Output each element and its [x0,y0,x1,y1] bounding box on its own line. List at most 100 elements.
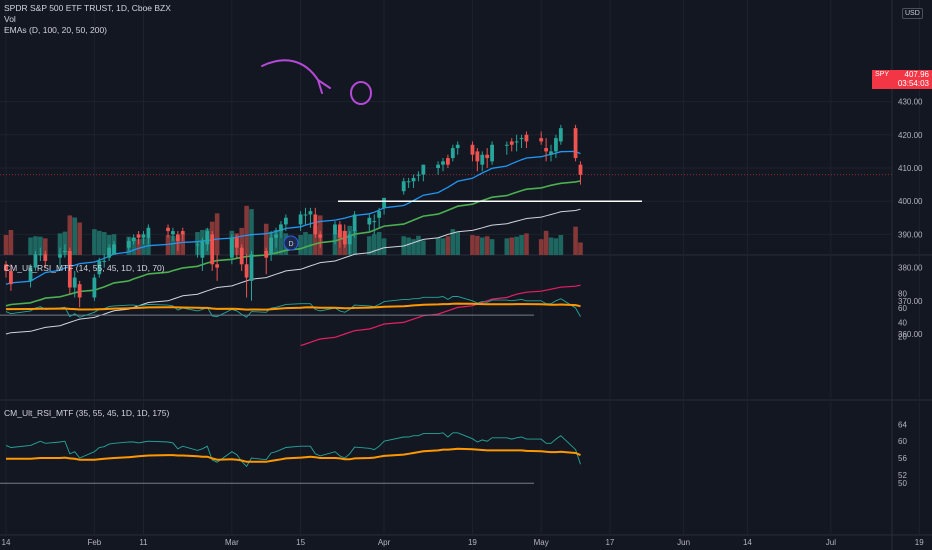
candle-body [313,214,318,235]
volume-bar [352,230,357,255]
volume-bar [455,232,461,255]
candle-body [195,244,200,246]
time-tick-label: Jul [826,538,836,547]
price-tick-label: 420.00 [898,131,923,140]
volume-bar [367,236,372,255]
candle-body [249,254,254,281]
price-tick-label: 380.00 [898,264,923,273]
candle-body [141,234,146,238]
volume-bar [524,233,529,255]
candle-body [578,164,583,175]
rsi1-legend[interactable]: CM_Ult_RSI_MTF (14, 55, 45, 1D, 1D, 70) [4,263,165,274]
candle-body [480,154,485,165]
candle-body [436,164,440,168]
candle-body [406,181,411,183]
candle-body [416,174,421,176]
volume-bar [371,234,377,255]
candle-body [485,154,490,159]
candle-body [274,234,278,238]
volume-bar [303,232,308,255]
rsi1-tick-label: 40 [898,318,907,327]
candle-body [377,211,382,218]
candle-body [112,244,116,255]
volume-bar [411,239,416,255]
volume-bar [538,239,544,255]
price-tick-label: 400.00 [898,197,923,206]
currency-badge[interactable]: USD [902,8,923,19]
candle-body [441,161,445,165]
time-tick-label: 17 [605,538,614,547]
candle-body [279,224,283,232]
symbol-title[interactable]: SPDR S&P 500 ETF TRUST, 1D, Cboe BZX [4,3,171,13]
volume-bar [509,237,515,255]
candle-body [504,144,509,146]
rsi2-tick-label: 64 [898,420,907,429]
time-tick-label: Jun [677,538,690,547]
last-price-tag: SPY 407.96 03:54:03 [872,70,932,89]
candle-body [264,251,269,258]
rsi-signal-line [6,447,581,463]
rsi-pane-1 [0,296,581,318]
volume-bar [479,237,485,255]
candle-body [450,148,455,159]
rsi1-tick-label: 80 [898,290,907,299]
candle-body [180,231,185,235]
candle-body [524,134,529,142]
dividend-marker [283,235,299,251]
volume-bar [440,238,446,255]
candle-body [367,217,372,225]
volume-bar [445,236,451,255]
volume-bar [421,240,426,255]
candlesticks [4,124,583,308]
volume-bar [376,232,382,255]
candle-body [382,197,386,208]
volume-bar [489,239,495,255]
annotation-circle [350,81,372,105]
rsi2-tick-label: 50 [898,479,907,488]
candle-body [446,158,450,165]
time-tick-label: Feb [87,538,101,547]
candle-body [131,237,136,242]
volume-bar [38,236,43,255]
candle-body [63,251,67,252]
volume-bar [475,235,480,255]
candle-body [97,260,102,275]
candle-body [470,144,475,155]
candle-body [67,251,72,288]
ema-line-3 [5,208,581,335]
volume-bar [470,235,475,255]
candle-body [210,234,215,265]
volume-bar [239,227,244,255]
annotation-arrow [261,59,319,81]
candle-body [43,254,48,261]
price-tick-label: 430.00 [898,98,923,107]
volume-legend[interactable]: Vol [4,14,16,24]
time-tick-label: Mar [225,538,239,547]
time-tick-label: 14 [743,538,752,547]
candle-body [303,214,308,216]
rsi2-tick-label: 52 [898,471,907,480]
candle-body [58,254,62,258]
ema-line-4 [300,284,581,347]
candle-body [215,264,220,268]
time-tick-label: May [534,538,549,547]
candle-body [77,284,82,298]
volume-bar [519,235,524,255]
candle-body [28,267,33,281]
price-tick-label: 370.00 [898,297,923,306]
ema-legend[interactable]: EMAs (D, 100, 20, 50, 200) [4,25,107,35]
candle-body [421,164,426,175]
candle-body [401,181,406,192]
candle-body [475,151,480,162]
candle-body [539,138,544,142]
rsi-line [5,432,581,468]
volume-bar [28,237,33,255]
candle-body [519,138,524,140]
candle-body [102,260,107,262]
candle-body [544,148,548,152]
candle-body [352,214,357,232]
rsi2-legend[interactable]: CM_Ult_RSI_MTF (35, 55, 45, 1D, 1D, 175) [4,408,169,419]
rsi-signal-line [6,302,581,311]
candle-body [347,234,352,245]
